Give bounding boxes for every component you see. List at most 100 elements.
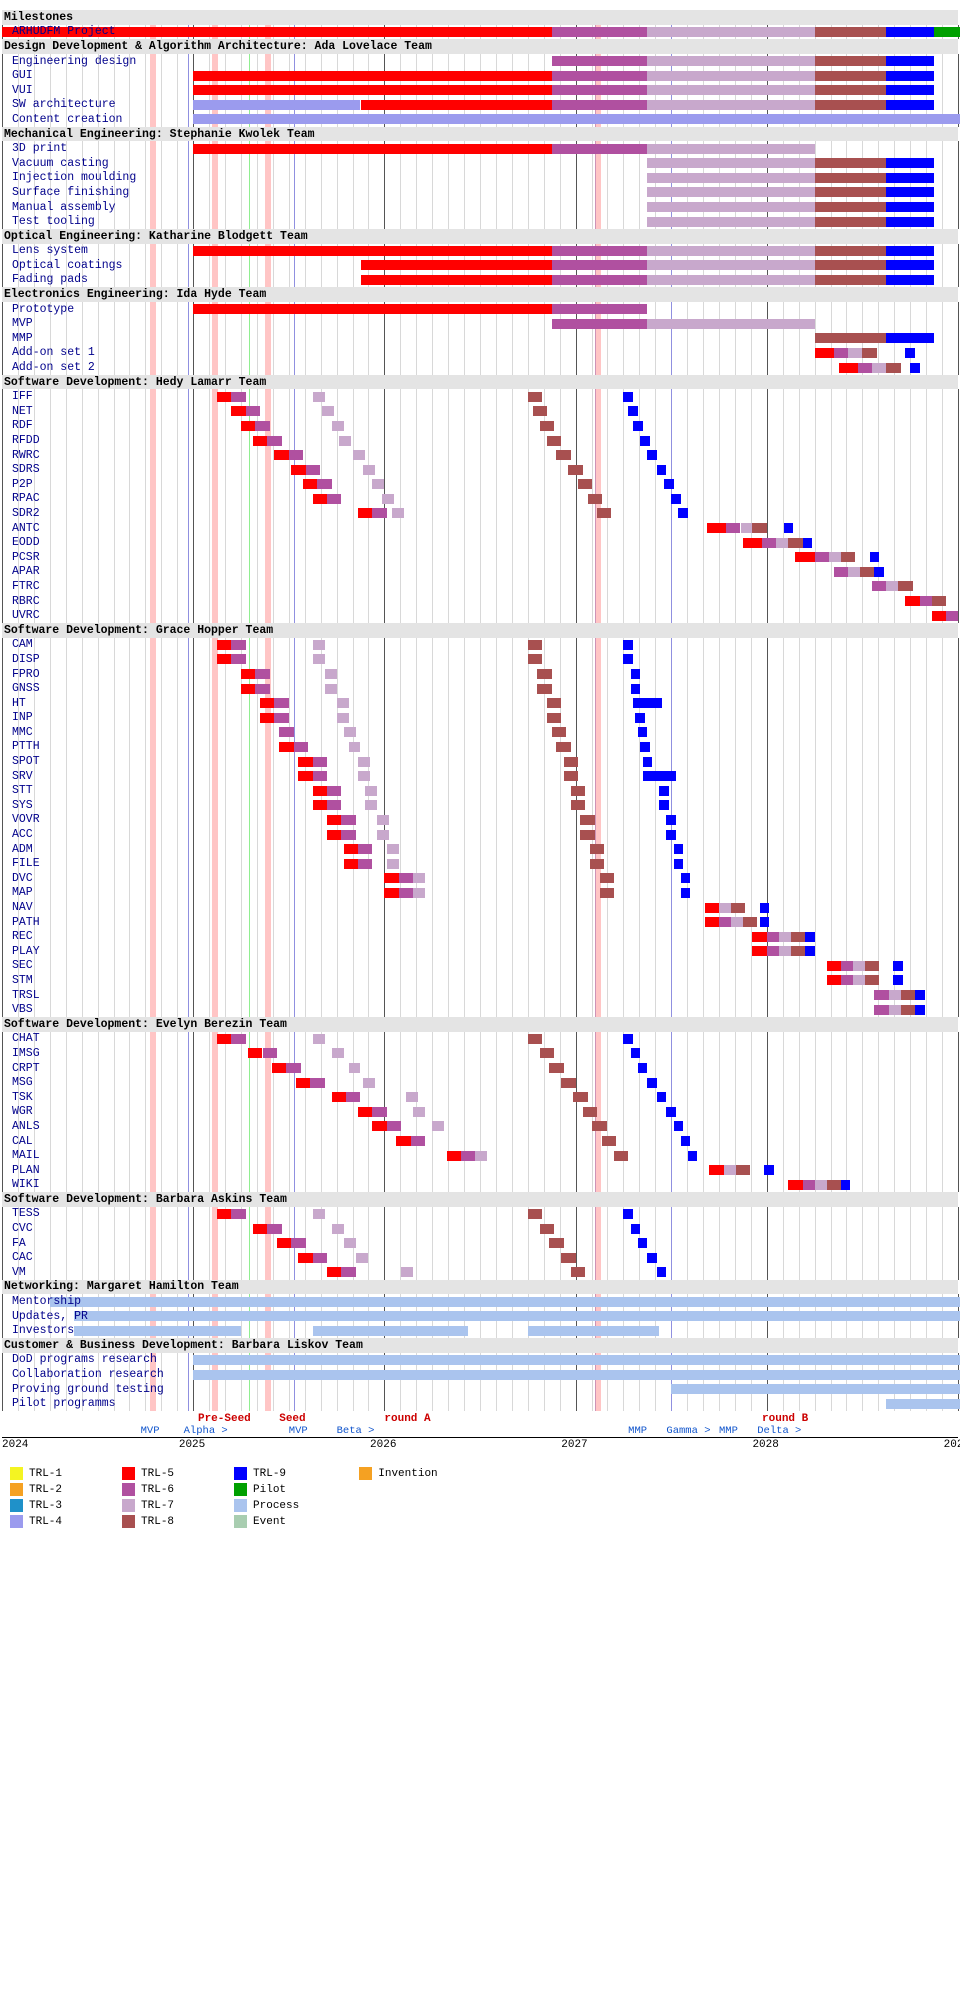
bar-segment[interactable] (647, 202, 814, 212)
bar-segment[interactable] (341, 1267, 355, 1277)
bar-segment[interactable] (313, 1209, 325, 1219)
gantt-row-updates--pr[interactable]: Updates, PR (2, 1309, 958, 1324)
bar-segment[interactable] (664, 479, 674, 489)
bar-segment[interactable] (815, 71, 887, 81)
bar-segment[interactable] (623, 640, 633, 650)
bar-segment[interactable] (332, 1224, 344, 1234)
bar-segment[interactable] (552, 727, 566, 737)
bar-segment[interactable] (841, 975, 853, 985)
bar-segment[interactable] (313, 800, 327, 810)
gantt-row-gui[interactable]: GUI (2, 68, 958, 83)
bar-segment[interactable] (461, 1151, 475, 1161)
gantt-row-stt[interactable]: STT (2, 783, 958, 798)
bar-segment[interactable] (647, 1078, 657, 1088)
bar-segment[interactable] (549, 1063, 563, 1073)
bar-segment[interactable] (614, 1151, 628, 1161)
bar-segment[interactable] (193, 144, 552, 154)
bar-segment[interactable] (764, 1165, 774, 1175)
gantt-row-antc[interactable]: ANTC (2, 521, 958, 536)
bar-segment[interactable] (681, 873, 691, 883)
gantt-row-sw-architecture[interactable]: SW architecture (2, 98, 958, 113)
bar-segment[interactable] (277, 1238, 291, 1248)
bar-segment[interactable] (647, 27, 814, 37)
gantt-row-mail[interactable]: MAIL (2, 1148, 958, 1163)
bar-segment[interactable] (358, 771, 370, 781)
gantt-row-sdr2[interactable]: SDR2 (2, 506, 958, 521)
bar-segment[interactable] (580, 830, 594, 840)
bar-segment[interactable] (387, 859, 399, 869)
bar-segment[interactable] (310, 1078, 324, 1088)
gantt-row-net[interactable]: NET (2, 404, 958, 419)
bar-segment[interactable] (815, 217, 887, 227)
bar-segment[interactable] (865, 961, 879, 971)
bar-segment[interactable] (537, 669, 551, 679)
bar-segment[interactable] (325, 669, 337, 679)
bar-segment[interactable] (344, 859, 358, 869)
bar-segment[interactable] (886, 100, 934, 110)
bar-segment[interactable] (741, 523, 753, 533)
bar-segment[interactable] (872, 581, 886, 591)
bar-segment[interactable] (631, 1224, 641, 1234)
bar-segment[interactable] (905, 596, 919, 606)
bar-segment[interactable] (377, 830, 389, 840)
gantt-row-cvc[interactable]: CVC (2, 1221, 958, 1236)
bar-segment[interactable] (552, 85, 648, 95)
bar-segment[interactable] (889, 1005, 901, 1015)
bar-segment[interactable] (255, 669, 269, 679)
bar-segment[interactable] (666, 830, 676, 840)
bar-segment[interactable] (827, 1180, 841, 1190)
bar-segment[interactable] (573, 1092, 587, 1102)
gantt-row-ptth[interactable]: PTTH (2, 740, 958, 755)
bar-segment[interactable] (337, 713, 349, 723)
gantt-row-chat[interactable]: CHAT (2, 1032, 958, 1047)
bar-segment[interactable] (346, 1092, 360, 1102)
bar-segment[interactable] (552, 246, 648, 256)
gantt-row-vui[interactable]: VUI (2, 83, 958, 98)
bar-segment[interactable] (313, 640, 325, 650)
bar-segment[interactable] (590, 859, 604, 869)
bar-segment[interactable] (638, 727, 648, 737)
bar-segment[interactable] (528, 1034, 542, 1044)
gantt-row-adm[interactable]: ADM (2, 842, 958, 857)
bar-segment[interactable] (74, 1326, 241, 1336)
bar-segment[interactable] (600, 873, 614, 883)
bar-segment[interactable] (317, 479, 331, 489)
bar-segment[interactable] (674, 859, 684, 869)
bar-segment[interactable] (779, 932, 791, 942)
bar-segment[interactable] (848, 348, 862, 358)
bar-segment[interactable] (815, 100, 887, 110)
gantt-row-proving-ground-testing[interactable]: Proving ground testing (2, 1382, 958, 1397)
bar-segment[interactable] (743, 917, 757, 927)
bar-segment[interactable] (815, 173, 887, 183)
bar-segment[interactable] (915, 1005, 925, 1015)
bar-segment[interactable] (341, 815, 355, 825)
bar-segment[interactable] (193, 246, 552, 256)
bar-segment[interactable] (889, 990, 901, 1000)
bar-segment[interactable] (719, 903, 731, 913)
bar-segment[interactable] (932, 596, 946, 606)
bar-segment[interactable] (396, 1136, 410, 1146)
bar-segment[interactable] (372, 1107, 386, 1117)
gantt-row-mmp[interactable]: MMP (2, 331, 958, 346)
gantt-row-msg[interactable]: MSG (2, 1075, 958, 1090)
bar-segment[interactable] (231, 392, 245, 402)
bar-segment[interactable] (805, 946, 815, 956)
gantt-row-gnss[interactable]: GNSS (2, 681, 958, 696)
gantt-row-tess[interactable]: TESS (2, 1207, 958, 1222)
bar-segment[interactable] (358, 859, 372, 869)
bar-segment[interactable] (657, 465, 667, 475)
bar-segment[interactable] (327, 830, 341, 840)
bar-segment[interactable] (361, 100, 552, 110)
bar-segment[interactable] (349, 742, 361, 752)
bar-segment[interactable] (678, 508, 688, 518)
gantt-row-disp[interactable]: DISP (2, 652, 958, 667)
bar-segment[interactable] (217, 640, 231, 650)
gantt-row-rpac[interactable]: RPAC (2, 492, 958, 507)
bar-segment[interactable] (327, 800, 341, 810)
bar-segment[interactable] (193, 85, 552, 95)
bar-segment[interactable] (709, 1165, 723, 1175)
bar-segment[interactable] (583, 1107, 597, 1117)
bar-segment[interactable] (853, 961, 865, 971)
gantt-row-vm[interactable]: VM (2, 1265, 958, 1280)
bar-segment[interactable] (788, 538, 802, 548)
